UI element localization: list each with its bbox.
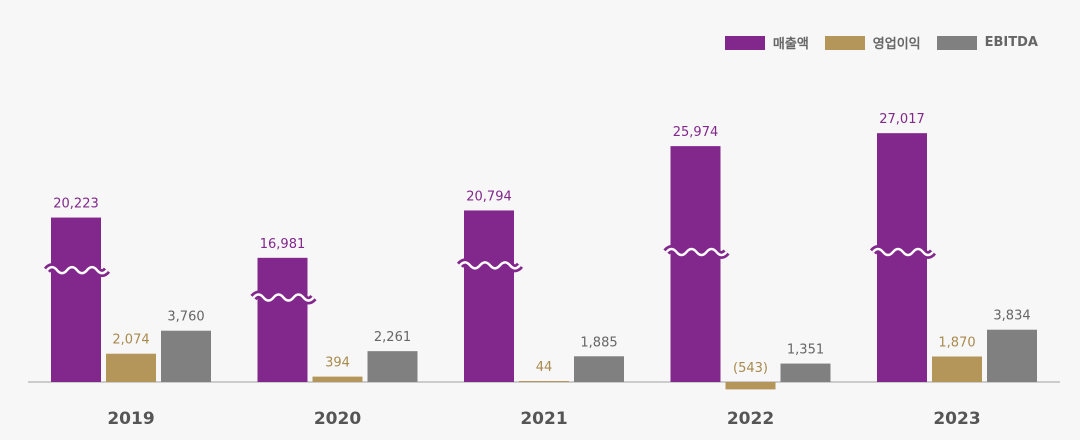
bar-영업이익-2022 (725, 382, 776, 390)
x-tick-label: 2022 (727, 409, 774, 429)
data-label: 20,794 (466, 189, 512, 204)
data-label: 2,074 (112, 333, 149, 348)
data-label: 3,834 (993, 309, 1030, 324)
axis-break-icon (872, 247, 934, 257)
bar-영업이익-2021 (519, 381, 569, 382)
data-label: 394 (325, 356, 350, 371)
bar-EBITDA-2019 (161, 330, 211, 382)
legend-swatch-operating-profit (824, 35, 865, 50)
bar-매출액-2019 (51, 217, 101, 382)
x-tick-label: 2020 (314, 409, 361, 429)
legend-item-operating-profit: 영업이익 (824, 33, 921, 52)
bar-EBITDA-2023 (987, 329, 1037, 382)
data-label: (543) (733, 361, 768, 376)
bar-영업이익-2023 (932, 356, 982, 382)
data-label: 20,223 (53, 197, 99, 212)
legend-swatch-ebitda (936, 35, 977, 50)
bar-EBITDA-2020 (367, 351, 418, 382)
legend-item-revenue: 매출액 (724, 33, 809, 52)
bar-EBITDA-2022 (780, 363, 831, 382)
axis-break-icon (665, 247, 728, 257)
legend-swatch-revenue (724, 35, 765, 50)
axis-break-icon (459, 261, 521, 270)
data-label: 1,870 (938, 335, 975, 350)
data-label: 1,351 (787, 343, 824, 358)
legend-item-ebitda: EBITDA (936, 35, 1038, 50)
axis-break-icon (252, 293, 315, 302)
bar-매출액-2022 (670, 146, 721, 382)
data-label: 1,885 (580, 335, 617, 350)
data-label: 2,261 (374, 330, 411, 345)
axis-break-icon (46, 265, 108, 275)
legend-label-revenue: 매출액 (772, 37, 809, 52)
x-tick-label: 2021 (520, 409, 567, 429)
bar-매출액-2021 (464, 210, 514, 382)
legend-label-ebitda: EBITDA (984, 35, 1038, 50)
legend: 매출액 영업이익 EBITDA (724, 33, 1038, 52)
data-label: 16,981 (260, 237, 306, 252)
data-label: 25,974 (673, 125, 719, 140)
bar-영업이익-2020 (312, 376, 363, 382)
bar-매출액-2020 (257, 257, 308, 382)
x-tick-label: 2023 (933, 409, 980, 429)
data-label: 3,760 (167, 310, 204, 325)
data-label: 27,017 (879, 112, 925, 127)
bar-EBITDA-2021 (574, 356, 624, 382)
legend-label-operating-profit: 영업이익 (872, 37, 921, 52)
x-tick-label: 2019 (107, 409, 154, 429)
data-label: 44 (536, 360, 553, 375)
bar-영업이익-2019 (106, 353, 156, 382)
